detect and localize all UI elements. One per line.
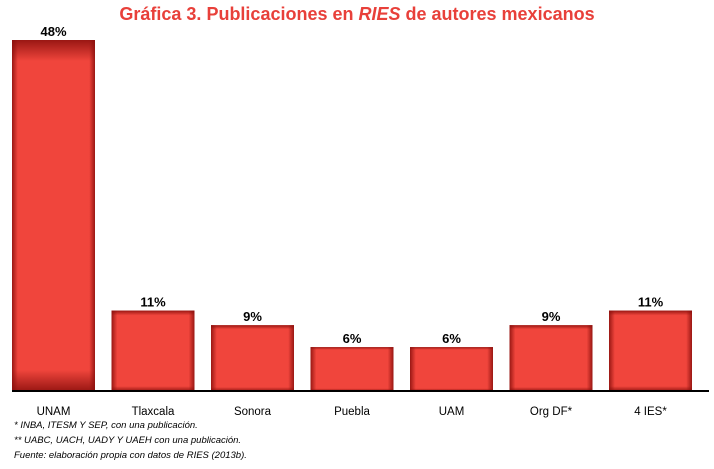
bar-shade-ends — [410, 347, 493, 391]
chart-title-part-1: Gráfica 3. Publicaciones en — [119, 4, 359, 24]
bar-shade-ends — [509, 325, 593, 391]
value-label: 11% — [638, 295, 664, 310]
bar-shade-ends — [111, 310, 195, 391]
bar-sonora — [211, 325, 294, 391]
value-label: 11% — [140, 295, 166, 310]
category-labels-group: UNAM Tlaxcala Sonora Puebla UAM Org DF* 4 IES* — [37, 406, 668, 418]
bar-unam — [12, 40, 95, 391]
category-label: Tlaxcala — [132, 406, 175, 418]
bar-shade-ends — [310, 347, 394, 391]
chart-title-part-2: RIES — [358, 4, 401, 24]
chart-title-part-3: de autores mexicanos — [400, 4, 595, 24]
bar-uam — [410, 347, 493, 391]
value-labels-group: 48% 11% 9% 6% 6% 9% 11% — [40, 24, 663, 346]
category-label: Sonora — [234, 406, 272, 418]
footnote-2: ** UABC, UACH, UADY Y UAEH con una publi… — [14, 435, 242, 446]
value-label: 9% — [542, 309, 561, 324]
category-label: UAM — [439, 406, 465, 418]
value-label: 6% — [442, 331, 461, 346]
category-label: Puebla — [334, 406, 370, 418]
bar-shade-ends — [12, 40, 95, 391]
bar-4-ies — [609, 310, 692, 391]
bar-org-df — [509, 325, 593, 391]
footnote-3: Fuente: elaboración propia con datos de … — [14, 450, 247, 461]
value-label: 6% — [343, 331, 362, 346]
bars-group — [12, 40, 692, 391]
chart-title: Gráfica 3. Publicaciones en RIES de auto… — [0, 4, 714, 25]
value-label: 9% — [243, 309, 262, 324]
category-label: UNAM — [37, 406, 71, 418]
value-label: 48% — [40, 24, 66, 39]
bar-shade-ends — [211, 325, 294, 391]
category-label: 4 IES* — [634, 406, 667, 418]
bar-shade-ends — [609, 310, 692, 391]
footnote-1: * INBA, ITESM Y SEP, con una publicación… — [14, 420, 198, 431]
category-label: Org DF* — [530, 406, 573, 418]
bar-puebla — [310, 347, 394, 391]
bar-tlaxcala — [111, 310, 195, 391]
